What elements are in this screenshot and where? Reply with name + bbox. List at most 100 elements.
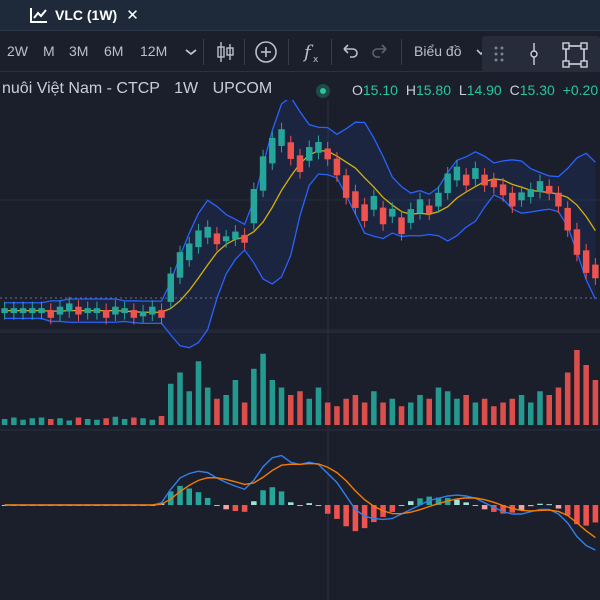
macd-histogram-bar <box>454 499 460 505</box>
volume-bar <box>315 387 322 425</box>
candle-body <box>167 273 174 302</box>
volume-bar <box>297 391 303 425</box>
candle-body <box>306 147 313 161</box>
macd-histogram-bar <box>352 505 359 532</box>
tab-vlc[interactable]: VLC (1W) ✕ <box>30 4 139 26</box>
candle-body <box>269 137 276 164</box>
add-indicator-icon[interactable] <box>253 39 279 65</box>
candle-body <box>426 205 433 214</box>
macd-signal-line <box>4 462 596 539</box>
volume-bar <box>112 416 119 425</box>
macd-histogram-bar <box>278 491 285 505</box>
macd-histogram-bar <box>463 502 469 505</box>
macd-histogram-bar <box>583 505 589 526</box>
volume-bar <box>380 402 386 425</box>
price-chart[interactable] <box>0 100 600 600</box>
macd-histogram-bar <box>408 501 414 505</box>
candle-body <box>564 207 571 231</box>
macd-histogram-bar <box>288 502 294 505</box>
bollinger-upper-line <box>4 100 596 304</box>
ohlc-change-value: +0.20 <box>562 82 599 98</box>
volume-bar <box>288 395 294 425</box>
volume-bar <box>232 380 239 425</box>
volume-bar <box>352 395 359 425</box>
undo-icon[interactable] <box>337 39 363 65</box>
volume-bar <box>343 398 349 425</box>
candle-body <box>555 192 562 207</box>
candlestick-icon[interactable] <box>212 39 238 65</box>
volume-bar <box>491 406 497 425</box>
candle-body <box>204 226 211 238</box>
candle-body <box>435 192 442 207</box>
volume-bar <box>574 350 580 425</box>
volume-bar <box>546 395 552 425</box>
volume-bar <box>518 395 525 425</box>
toolbar-divider <box>244 39 245 65</box>
candle-body <box>139 311 147 317</box>
macd-histogram-bar <box>315 505 322 506</box>
dots-handle-icon[interactable] <box>486 41 512 67</box>
candle-body <box>592 264 599 279</box>
candle-body <box>333 158 341 176</box>
candle-body <box>38 308 45 314</box>
bollinger-bands <box>4 100 596 349</box>
ohlc-close-value: 15.30 <box>519 82 555 98</box>
close-icon[interactable]: ✕ <box>126 7 139 24</box>
volume-bar <box>177 372 183 425</box>
chart-style-label[interactable]: Biểu đồ <box>414 43 462 59</box>
volume-bar <box>260 353 266 425</box>
candle-body <box>407 209 414 223</box>
candle-body <box>259 156 267 191</box>
candle-body <box>490 179 498 188</box>
timeframe-m[interactable]: M <box>43 43 55 59</box>
volume-bar <box>121 419 128 425</box>
volume-bar <box>500 402 506 425</box>
macd-histogram-bar <box>518 505 525 510</box>
chart-icon <box>30 7 48 23</box>
macd-histogram-bar <box>195 492 202 505</box>
timeframe-6m[interactable]: 6M <box>104 43 124 59</box>
volume-bar <box>398 406 405 425</box>
candle-body <box>342 175 350 198</box>
candle-body <box>1 308 8 314</box>
candle-body <box>398 217 405 235</box>
macd-histogram-bar <box>334 505 340 519</box>
cursor-line-icon[interactable] <box>521 41 547 67</box>
function-icon[interactable]: f x <box>299 39 325 65</box>
timeframe-3m[interactable]: 3M <box>69 43 89 59</box>
timeframe-2w[interactable]: 2W <box>7 43 28 59</box>
volume-bar <box>371 391 377 425</box>
candle-body <box>47 309 54 318</box>
candle-body <box>481 174 488 186</box>
macd-histogram-bar <box>472 505 479 506</box>
chevron-down-icon[interactable] <box>178 39 204 65</box>
candle-body <box>444 173 451 194</box>
candle-body <box>56 306 64 315</box>
volume-bar <box>444 391 451 425</box>
volume-bar <box>426 398 432 425</box>
macd-histogram-bar <box>214 505 220 506</box>
volume-bar <box>481 398 488 425</box>
macd-histogram-bar <box>297 505 303 506</box>
volume-bar <box>38 417 45 425</box>
ohlc-high-value: 15.80 <box>415 82 451 98</box>
macd-histogram-bar <box>232 505 239 512</box>
candle-body <box>573 229 581 255</box>
symbol-company-name: nuôi Việt Nam - CTCP <box>2 80 160 97</box>
volume-bar <box>48 419 54 425</box>
volume-bar <box>168 383 174 425</box>
candle-body <box>361 204 368 222</box>
candle-body <box>66 303 73 312</box>
symbol-exchange: UPCOM <box>212 80 273 97</box>
volume-bar <box>269 380 276 425</box>
candle-body <box>379 207 387 225</box>
volume-bar <box>1 419 8 425</box>
macd-panel <box>1 454 599 551</box>
macd-histogram-bar <box>564 505 571 516</box>
select-rectangle-icon[interactable] <box>561 41 588 68</box>
volume-bar <box>20 419 26 425</box>
candle-body <box>195 230 202 248</box>
timeframe-12m[interactable]: 12M <box>140 43 168 59</box>
macd-histogram-bar <box>260 490 266 505</box>
redo-icon[interactable] <box>367 39 393 65</box>
